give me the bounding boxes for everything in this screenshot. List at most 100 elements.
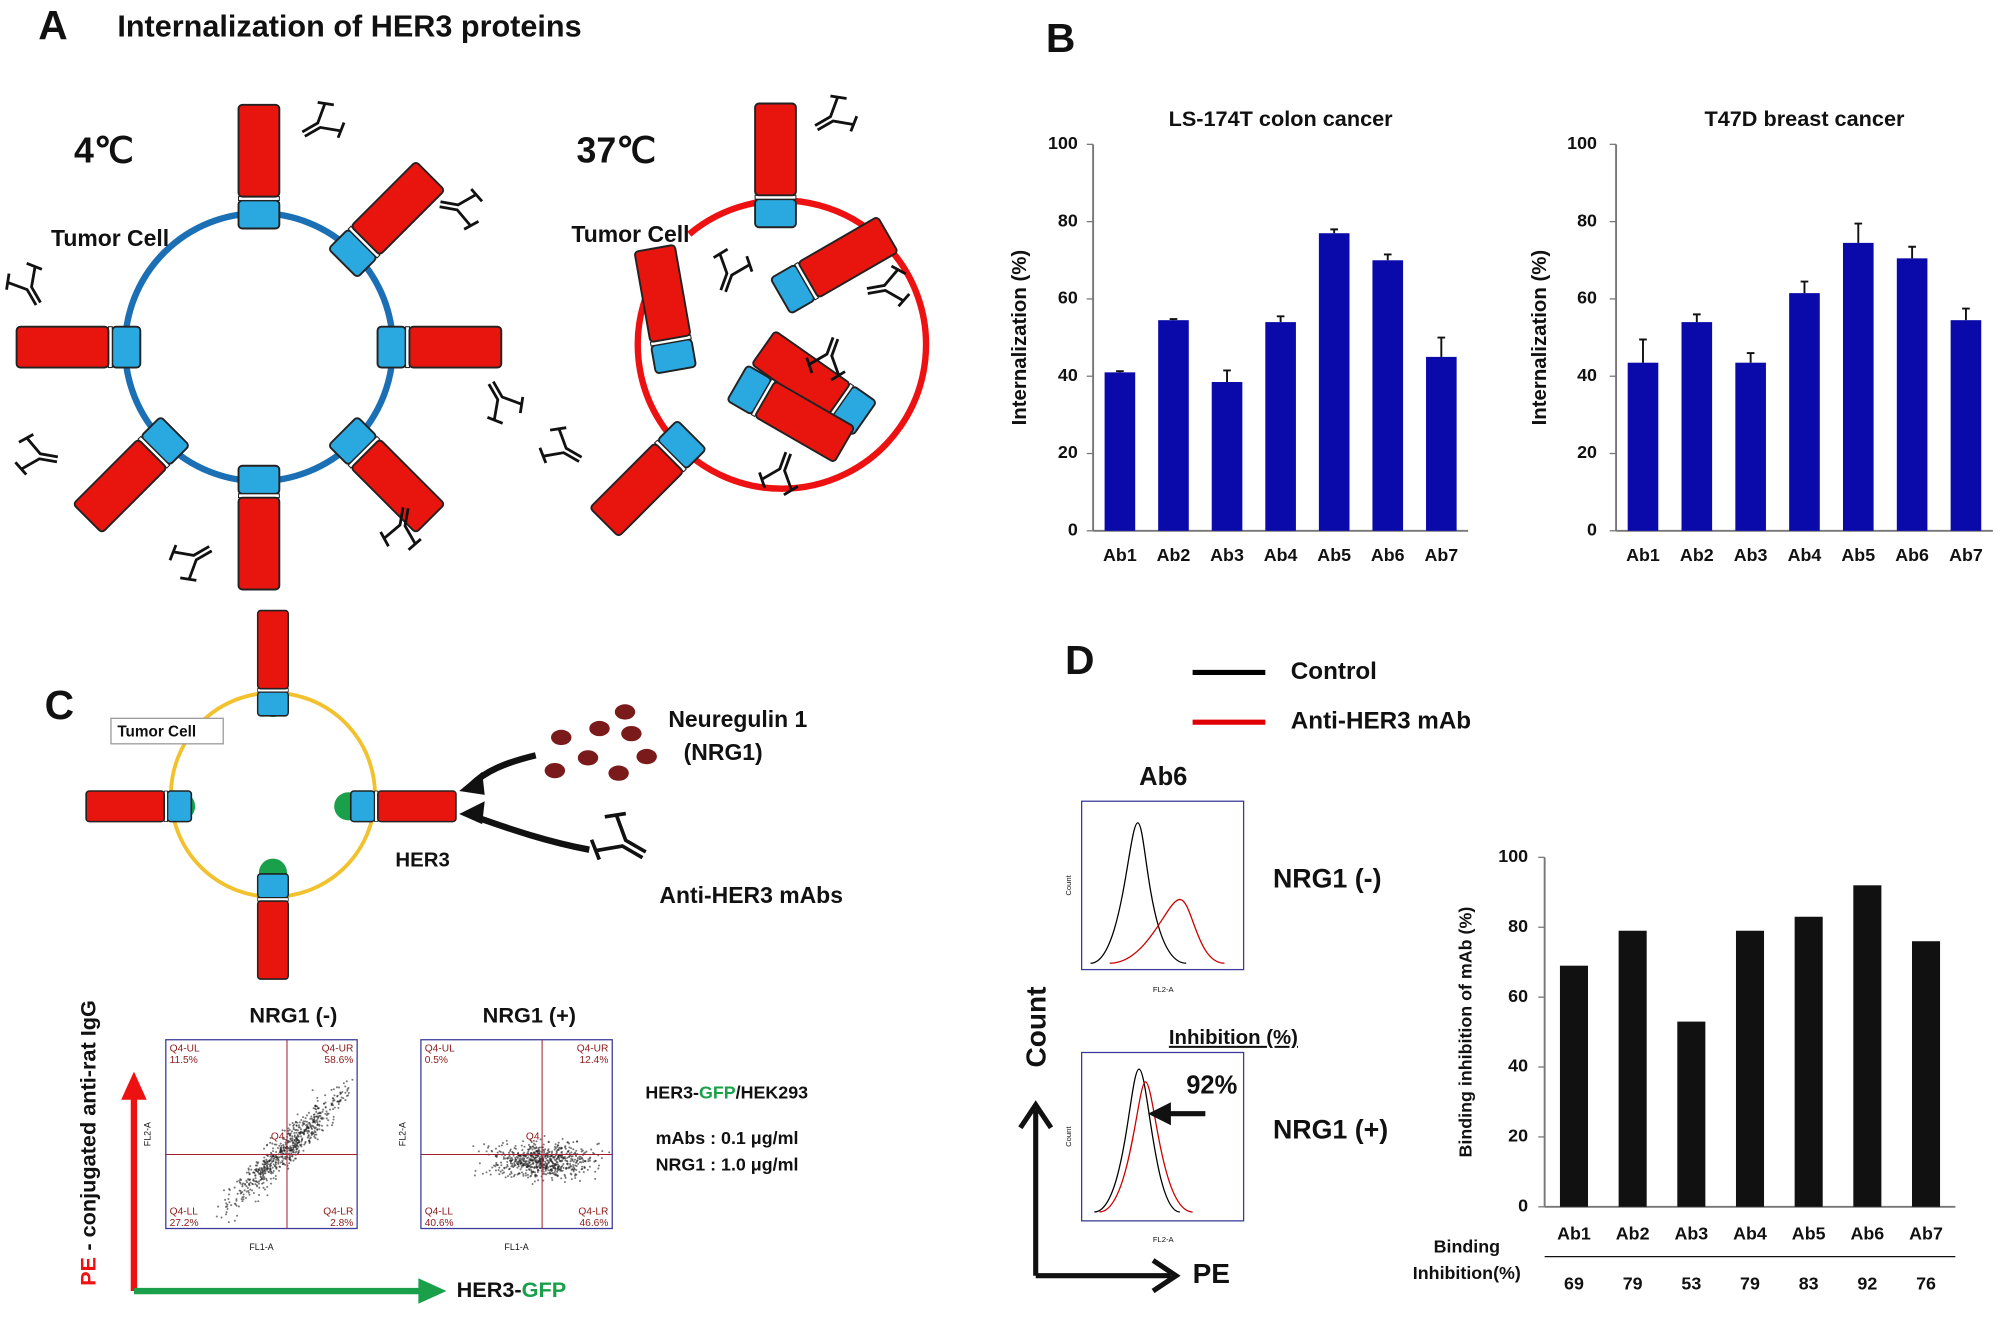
x-tick-label: Ab5 — [1841, 545, 1875, 565]
scatter-dot — [269, 1165, 272, 1168]
scatter-dot — [514, 1144, 517, 1148]
scatter-dot — [289, 1145, 292, 1148]
scatter-dot — [489, 1173, 492, 1176]
scatter-dot — [345, 1080, 348, 1083]
scatter-dot — [275, 1155, 278, 1158]
scatter-dot — [333, 1094, 336, 1097]
scatter-dot — [542, 1179, 545, 1182]
scatter-dot — [307, 1127, 310, 1130]
scatter-dot — [271, 1166, 274, 1169]
scatter-dot — [608, 1151, 611, 1154]
scatter-dot — [543, 1150, 546, 1153]
scatter-dot — [542, 1168, 545, 1171]
scatter-dot — [332, 1099, 335, 1102]
histogram-axis-label: FL2-A — [1153, 985, 1175, 994]
scatter-dot — [314, 1107, 317, 1110]
scatter-dot — [572, 1170, 575, 1173]
quadrant-percent: 0.5% — [425, 1055, 448, 1066]
quadrant-name: Q4-LL — [425, 1207, 454, 1218]
y-tick-label: 40 — [1577, 365, 1597, 385]
scatter-dot — [580, 1161, 583, 1164]
bar — [1158, 320, 1189, 531]
scatter-dot — [533, 1167, 536, 1170]
receptor — [256, 609, 290, 717]
scatter-dot — [302, 1132, 305, 1135]
scatter-dot — [542, 1143, 545, 1146]
bar — [1559, 965, 1589, 1207]
scatter-dot — [542, 1170, 545, 1173]
scatter-dot — [514, 1160, 517, 1163]
scatter-dot — [248, 1182, 251, 1185]
scatter-dot — [300, 1140, 303, 1143]
scatter-dot — [498, 1166, 501, 1169]
scatter-dot — [318, 1120, 321, 1123]
scatter-dot — [303, 1128, 306, 1131]
scatter-dot — [254, 1183, 257, 1186]
scatter-dot — [530, 1165, 533, 1168]
scatter-dot — [263, 1156, 266, 1159]
scatter-dot — [537, 1165, 540, 1168]
y-tick-label: 80 — [1058, 210, 1078, 230]
scatter-dot — [600, 1157, 603, 1160]
scatter-dot — [336, 1094, 339, 1097]
scatter-dot — [501, 1169, 504, 1172]
bar — [1426, 356, 1457, 531]
plot-axis-label: FL1-A — [504, 1242, 528, 1252]
scatter-dot — [281, 1159, 284, 1162]
scatter-dot — [254, 1168, 257, 1171]
scatter-dot — [284, 1143, 287, 1146]
scatter-dot — [257, 1200, 260, 1203]
scatter-dot — [601, 1150, 604, 1153]
scatter-dot — [278, 1165, 281, 1168]
scatter-dot — [527, 1176, 530, 1179]
scatter-dot — [544, 1160, 547, 1163]
scatter-dot — [522, 1157, 525, 1160]
scatter-dot — [327, 1119, 330, 1122]
scatter-dot — [528, 1168, 531, 1171]
scatter-dot — [344, 1091, 347, 1094]
table-row-label: Inhibition(%) — [1413, 1263, 1521, 1283]
scatter-dot — [585, 1150, 588, 1153]
scatter-dot — [302, 1149, 305, 1152]
scatter-dot — [262, 1160, 265, 1163]
scatter-dot — [330, 1103, 333, 1106]
scatter-dot — [287, 1127, 290, 1130]
scatter-dot — [259, 1179, 262, 1182]
scatter-dot — [584, 1151, 587, 1154]
scatter-dot — [275, 1167, 278, 1170]
scatter-dot — [300, 1128, 303, 1131]
scatter-dot — [274, 1178, 277, 1181]
scatter-dot — [536, 1169, 539, 1172]
scatter-dot — [244, 1197, 247, 1200]
scatter-dot — [322, 1102, 325, 1105]
bar — [1618, 930, 1647, 1207]
scatter-dot — [561, 1164, 564, 1167]
scatter-dot — [573, 1174, 577, 1177]
x-tick-label: Ab5 — [1792, 1224, 1826, 1244]
scatter-dot — [534, 1171, 537, 1174]
scatter-dot — [302, 1123, 305, 1126]
scatter-dot — [503, 1166, 506, 1169]
scatter-dot — [265, 1177, 268, 1180]
scatter-dot — [272, 1154, 275, 1157]
scatter-dot — [247, 1167, 250, 1170]
scatter-dot — [309, 1117, 312, 1120]
scatter-dot — [272, 1163, 275, 1166]
scatter-dot — [581, 1149, 584, 1152]
scatter-dot — [293, 1131, 296, 1134]
scatter-dot — [272, 1150, 275, 1153]
scatter-dot — [319, 1114, 322, 1118]
scatter-dot — [533, 1146, 536, 1149]
scatter-dot — [507, 1151, 510, 1154]
scatter-dot — [504, 1157, 507, 1160]
scatter-dot — [275, 1143, 278, 1146]
scatter-dot — [230, 1204, 233, 1207]
scatter-dot — [584, 1160, 587, 1163]
plot-axis-label: FL1-A — [249, 1242, 273, 1252]
scatter-dot — [312, 1131, 315, 1134]
scatter-dot — [332, 1088, 335, 1091]
scatter-dot — [279, 1161, 282, 1164]
scatter-dot — [317, 1107, 320, 1110]
plot-frame — [165, 1039, 358, 1230]
scatter-dot — [554, 1143, 557, 1146]
